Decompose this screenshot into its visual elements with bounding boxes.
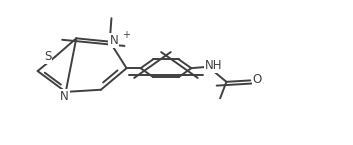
Text: O: O xyxy=(253,73,262,86)
Text: N: N xyxy=(60,90,68,103)
Text: +: + xyxy=(122,30,130,40)
Text: NH: NH xyxy=(205,59,222,72)
Text: S: S xyxy=(44,50,51,63)
Text: N: N xyxy=(109,34,118,47)
